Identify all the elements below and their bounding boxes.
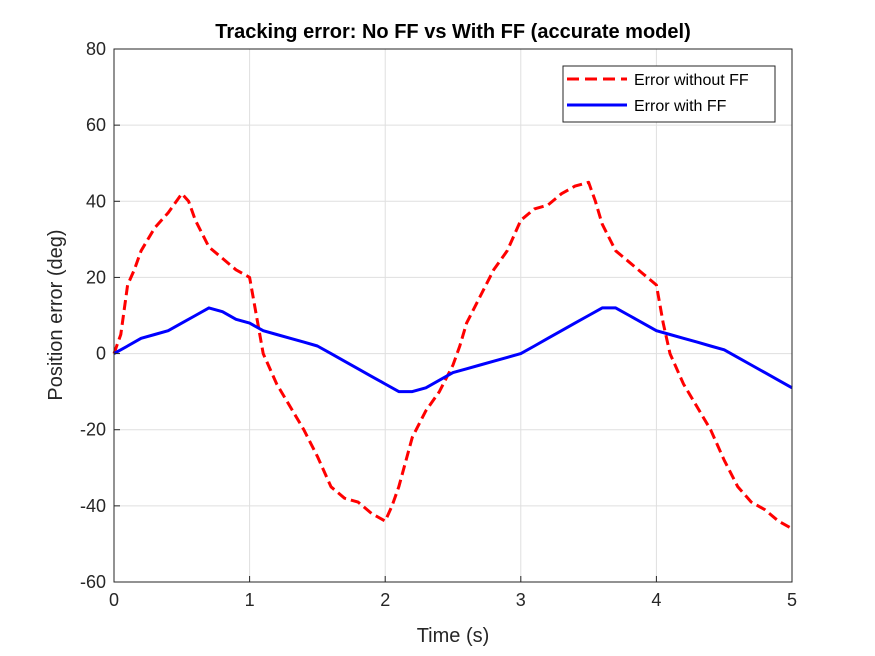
ticks: 0 1 2 3 4 5 -60 -40 -20 0 20 40 60 80 (80, 39, 797, 610)
legend-label-without-ff: Error without FF (634, 72, 749, 89)
x-tick-label: 0 (109, 590, 119, 610)
y-tick-label: -40 (80, 496, 106, 516)
y-tick-label: 0 (96, 344, 106, 364)
x-tick-label: 3 (516, 590, 526, 610)
legend-label-with-ff: Error with FF (634, 98, 727, 115)
y-tick-label: -60 (80, 572, 106, 592)
y-tick-label: 20 (86, 267, 106, 287)
series-line-with-ff (113, 306, 793, 394)
legend: Error without FF Error with FF (562, 65, 776, 123)
y-tick-label: 40 (86, 191, 106, 211)
plot-frame (113, 48, 793, 583)
x-tick-label: 4 (651, 590, 661, 610)
legend-box (562, 65, 776, 123)
chart-title: Tracking error: No FF vs With FF (accura… (215, 21, 690, 43)
x-tick-label: 5 (787, 590, 797, 610)
x-tick-label: 1 (245, 590, 255, 610)
x-tick-label: 2 (380, 590, 390, 610)
plot-background (114, 49, 792, 582)
x-axis-label: Time (s) (417, 625, 490, 647)
y-tick-label: 80 (86, 39, 106, 59)
series-line-without-ff (112, 180, 793, 531)
series-layer (112, 180, 793, 531)
y-tick-label: -20 (80, 420, 106, 440)
y-axis-label: Position error (deg) (45, 229, 67, 400)
y-tick-label: 60 (86, 115, 106, 135)
